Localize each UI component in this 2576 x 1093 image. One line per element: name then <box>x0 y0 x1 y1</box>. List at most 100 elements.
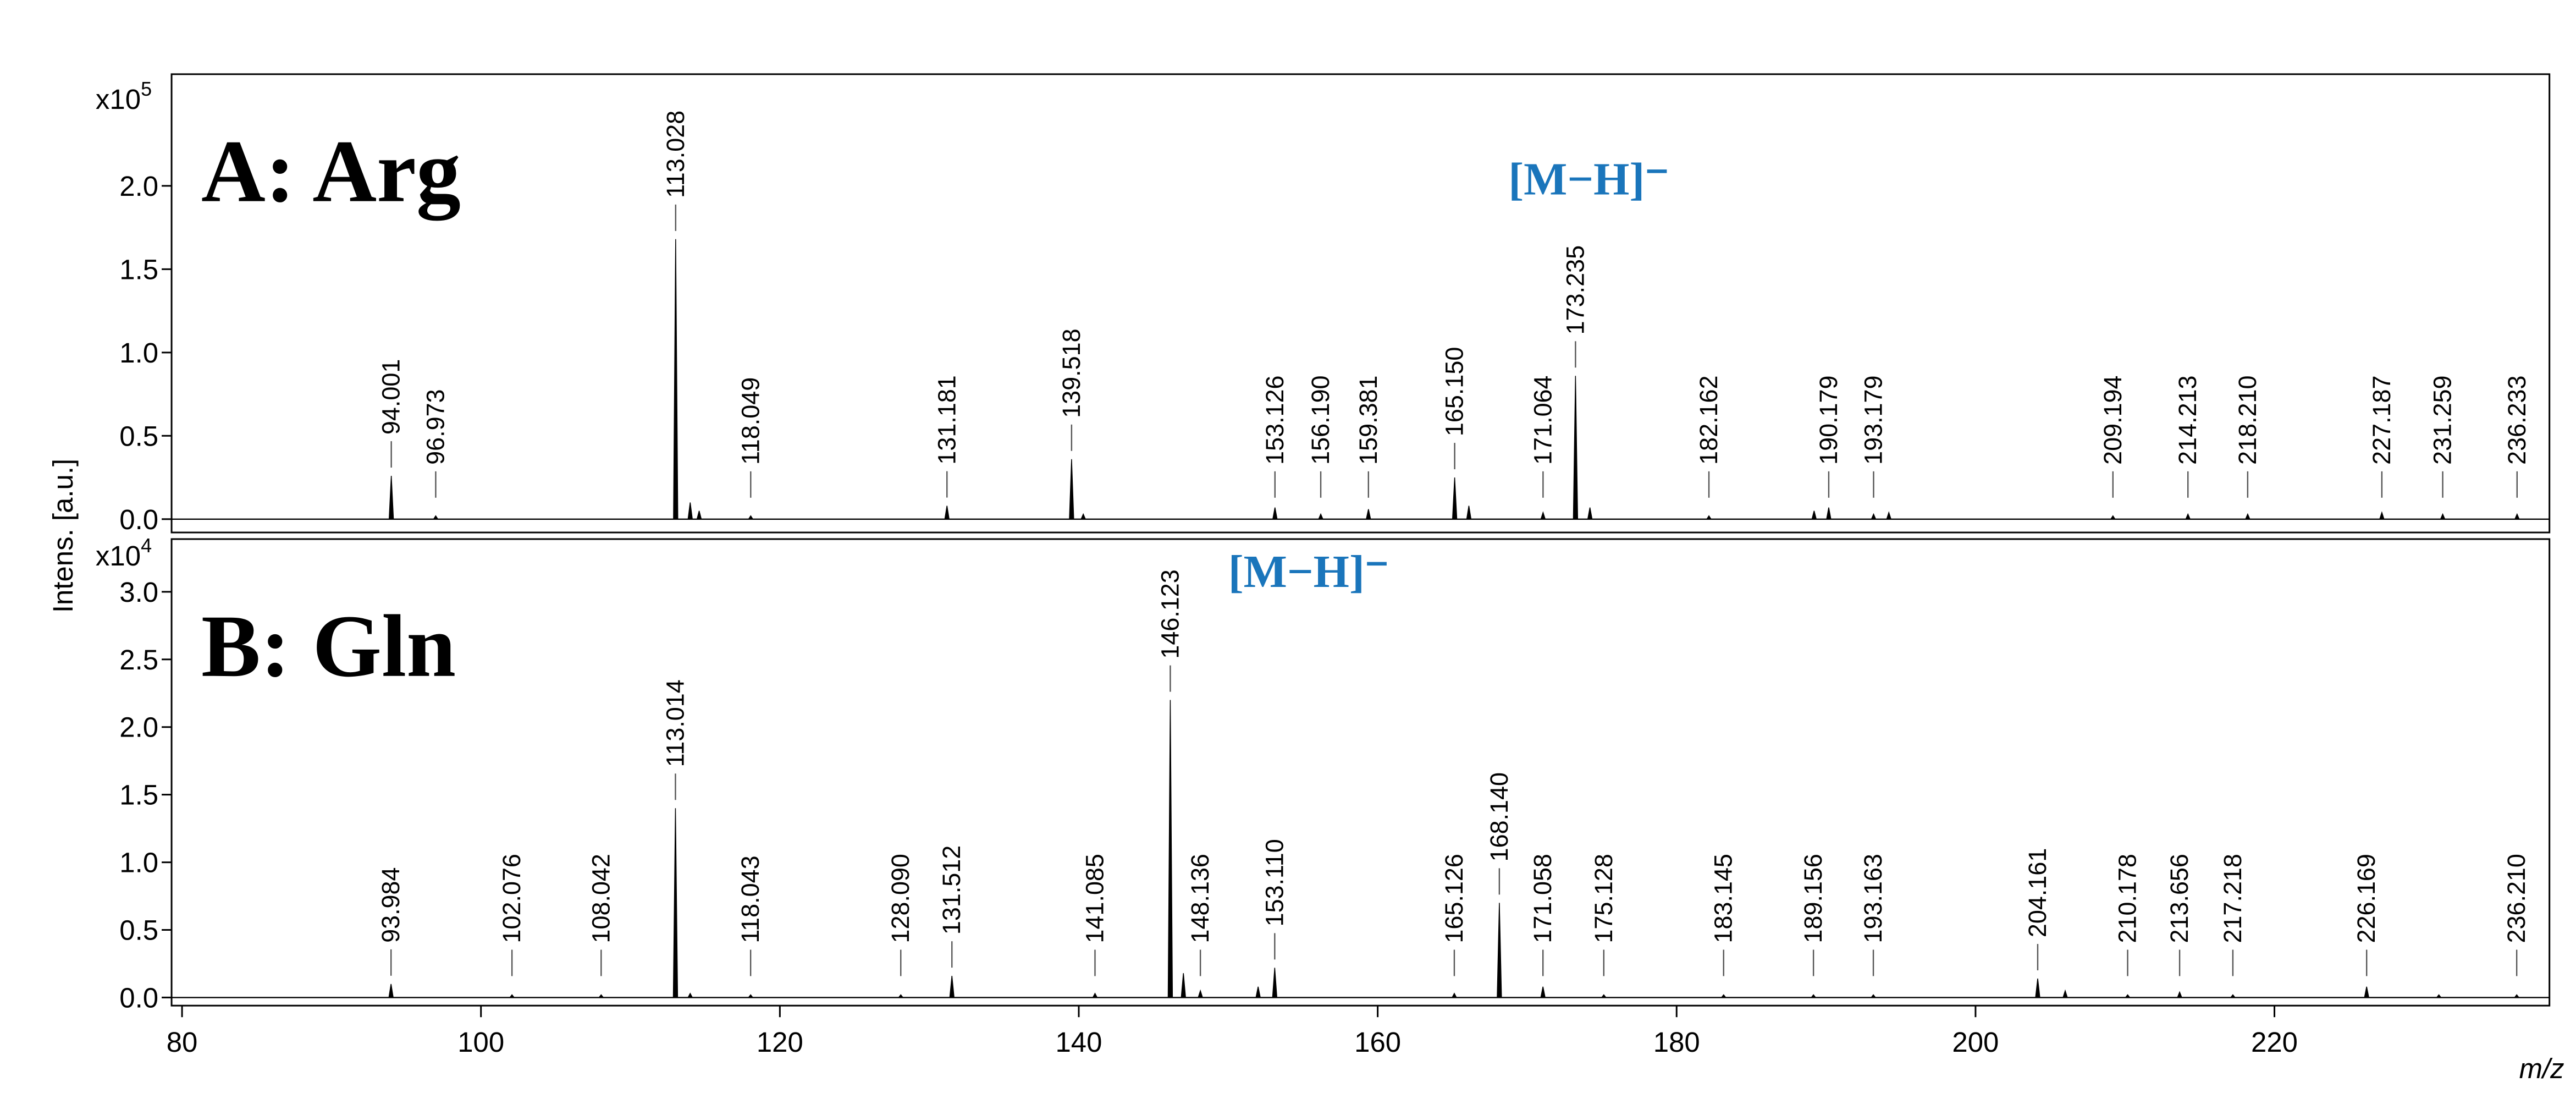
peak <box>2379 511 2385 520</box>
panel-title: B: Gln <box>201 597 456 696</box>
y-scale-label: x105 <box>96 78 152 115</box>
peak <box>687 992 693 998</box>
peak-label: 128.090 <box>886 854 914 943</box>
peak <box>1451 992 1458 998</box>
peak-label: 226.169 <box>2352 854 2380 943</box>
peak <box>509 994 515 998</box>
peak <box>2035 978 2040 998</box>
peak <box>1198 989 1204 998</box>
peak-label: 93.984 <box>377 867 405 942</box>
peak <box>2364 986 2370 998</box>
y-tick-label: 1.0 <box>119 847 158 878</box>
peak-label: 148.136 <box>1186 854 1214 943</box>
y-tick-label: 1.0 <box>119 337 158 369</box>
y-tick-label: 0.5 <box>119 420 158 452</box>
x-tick-label: 120 <box>757 1026 803 1058</box>
peak <box>748 515 754 520</box>
peak <box>2244 513 2250 520</box>
peak-label: 118.049 <box>736 377 764 465</box>
peak <box>687 502 693 520</box>
peak-label: 182.162 <box>1695 375 1723 464</box>
peak <box>1573 376 1579 520</box>
peak-label: 236.233 <box>2503 375 2531 464</box>
peak <box>1587 507 1593 520</box>
peak <box>1870 994 1877 998</box>
peak <box>2440 513 2446 520</box>
peak <box>1255 986 1261 998</box>
peak-label: 175.128 <box>1590 854 1618 943</box>
peak <box>1452 477 1458 520</box>
y-tick-label: 2.0 <box>119 712 158 743</box>
peak <box>1080 513 1086 520</box>
peak-label: 113.028 <box>661 111 689 198</box>
y-tick-label: 0.5 <box>119 914 158 946</box>
y-scale-label: x104 <box>96 534 152 572</box>
peak-label: 193.179 <box>1859 375 1887 464</box>
peak-label: 193.163 <box>1859 854 1887 943</box>
peak-label: 153.110 <box>1260 839 1288 926</box>
peak-label: 131.512 <box>937 845 966 935</box>
peak <box>2125 994 2131 998</box>
peak <box>2110 515 2116 520</box>
peak-label: 153.126 <box>1261 375 1289 464</box>
peak <box>1497 903 1502 998</box>
peak <box>1720 994 1727 998</box>
peak-label: 102.076 <box>498 854 526 943</box>
peak <box>1601 994 1607 998</box>
peak <box>897 994 904 998</box>
peak-label: 118.043 <box>736 855 764 943</box>
peak <box>944 506 950 520</box>
peak <box>1318 513 1324 520</box>
annotation: [M−H]⁻ <box>1508 154 1669 205</box>
y-tick-label: 3.0 <box>119 576 158 608</box>
y-scale-base: x10 <box>96 540 141 572</box>
peak <box>1810 994 1817 998</box>
peak <box>2062 989 2068 998</box>
peak-label: 190.179 <box>1814 375 1843 464</box>
peak <box>598 994 604 998</box>
peak <box>949 976 955 998</box>
peak-label: 141.085 <box>1080 854 1108 943</box>
y-tick-label: 1.5 <box>119 254 158 285</box>
peak <box>747 994 754 998</box>
peak <box>2436 994 2442 998</box>
peak-label: 209.194 <box>2099 375 2127 464</box>
peak <box>1706 515 1712 520</box>
x-axis-label: m/z <box>2519 1053 2564 1084</box>
peak-label: 113.014 <box>661 679 689 767</box>
peak <box>2177 991 2183 998</box>
peak <box>1540 511 1546 520</box>
peak <box>388 984 394 998</box>
x-tick-label: 100 <box>457 1026 504 1058</box>
peak <box>1811 510 1817 520</box>
plot-frame <box>170 538 2551 1007</box>
y-tick-label: 0.0 <box>119 504 158 535</box>
peak <box>1540 986 1546 998</box>
peak-label: 204.161 <box>2023 848 2051 937</box>
x-tick-label: 160 <box>1354 1026 1401 1058</box>
peak <box>696 510 702 520</box>
peak <box>1871 513 1877 520</box>
panel-title: A: Arg <box>201 123 461 221</box>
peak-label: 214.213 <box>2174 375 2202 464</box>
x-tick-label: 140 <box>1055 1026 1102 1058</box>
peak <box>2513 994 2520 998</box>
peak <box>1069 459 1074 520</box>
peak-label: 165.126 <box>1440 854 1468 943</box>
peak-label: 94.001 <box>377 359 405 435</box>
plot-frame <box>170 73 2551 534</box>
peak-label: 236.210 <box>2502 854 2530 943</box>
peak <box>1092 992 1098 998</box>
x-tick-label: 200 <box>1952 1026 1999 1058</box>
peak-label: 210.178 <box>2114 854 2142 943</box>
peak-label: 217.218 <box>2219 854 2247 943</box>
peak <box>673 239 679 520</box>
x-tick-label: 220 <box>2251 1026 2298 1058</box>
peak-label: 171.064 <box>1529 375 1557 464</box>
peak <box>672 808 679 998</box>
peak-label: 168.140 <box>1485 772 1513 861</box>
peak-label: 213.656 <box>2165 854 2193 943</box>
y-tick-label: 1.5 <box>119 779 158 811</box>
peak <box>1365 509 1371 520</box>
